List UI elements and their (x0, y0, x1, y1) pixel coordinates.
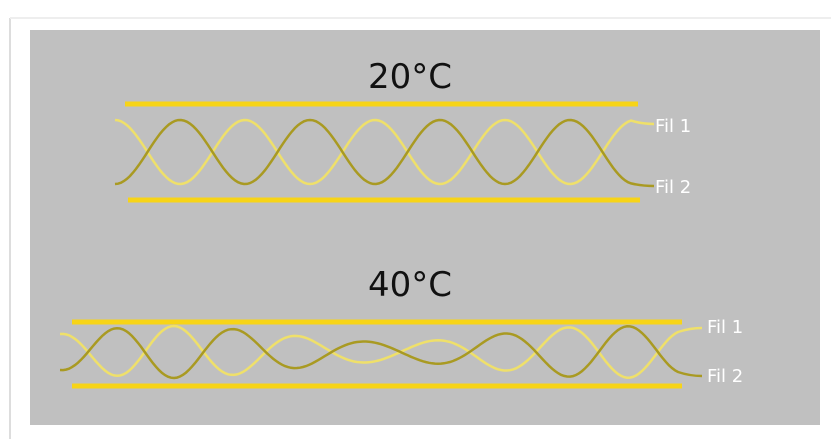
wire-1 (114, 118, 655, 186)
wire-2 (114, 118, 655, 188)
wire-label: Fil 2 (707, 366, 743, 387)
panel-title: 20°C (368, 57, 452, 97)
wire-1 (59, 324, 703, 379)
wire-label: Fil 1 (707, 317, 743, 338)
wire-label: Fil 2 (655, 177, 691, 198)
panel-background (30, 30, 820, 425)
wire-2 (59, 325, 703, 380)
wire-label: Fil 1 (655, 116, 691, 137)
panel-title: 40°C (368, 265, 452, 305)
